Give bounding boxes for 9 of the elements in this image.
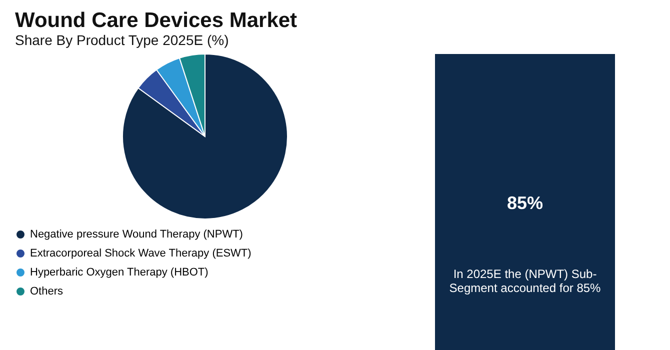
legend-label: Others (30, 286, 64, 298)
legend-label: Hyperbaric Oxygen Therapy (HBOT) (30, 266, 208, 278)
text: 85% (506, 193, 544, 213)
legend-label: Negative pressure Wound Therapy (NPWT) (30, 228, 243, 240)
chart-title: Wound Care Devices Market (15, 9, 298, 32)
text: In 2025E the (NPWT) Sub-Segment accounted for 85% (449, 267, 602, 295)
chart-subtitle: Share By Product Type 2025E (%) (15, 32, 229, 48)
pie-slice (122, 54, 288, 220)
legend-label: Extracorporeal Shock Wave Therapy (ESWT) (30, 248, 252, 260)
